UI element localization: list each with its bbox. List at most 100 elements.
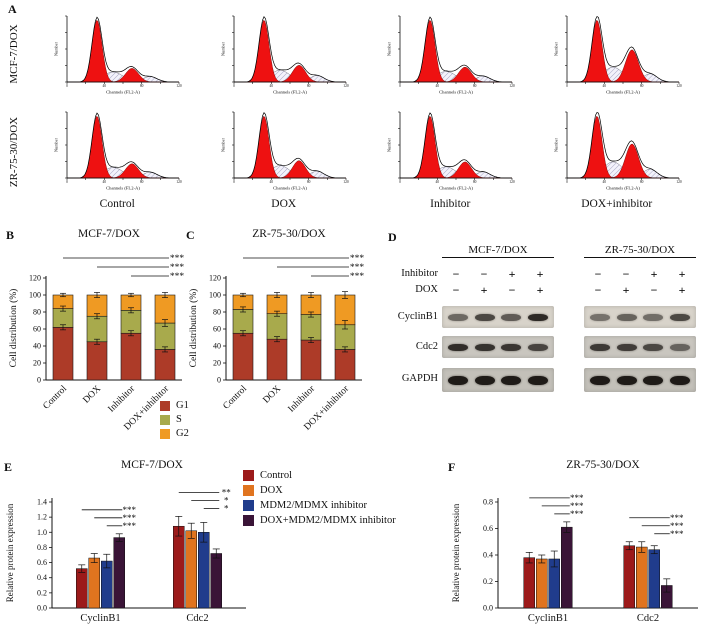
svg-text:Number: Number xyxy=(54,41,59,56)
svg-text:40: 40 xyxy=(269,84,273,88)
svg-text:0.0: 0.0 xyxy=(37,604,47,613)
blot-row-cdc2: Cdc2 xyxy=(388,336,706,358)
inhibitor-color-swatch xyxy=(243,500,254,511)
svg-text:80: 80 xyxy=(307,84,311,88)
protein-legend: Control DOX MDM2/MDMX inhibitor DOX+MDM2… xyxy=(243,470,396,530)
western-blot-cyclinb1-zr7530 xyxy=(584,306,696,328)
svg-text:0: 0 xyxy=(37,376,41,385)
svg-text:Control: Control xyxy=(42,384,70,412)
svg-text:120: 120 xyxy=(676,180,682,184)
western-blot-cdc2-zr7530 xyxy=(584,336,696,358)
protein-label-gapdh: GAPDH xyxy=(401,373,438,384)
protein-band xyxy=(527,375,548,385)
svg-text:80: 80 xyxy=(140,84,144,88)
panel-f-title: ZR-75-30/DOX xyxy=(566,459,640,471)
panel-b-label: B xyxy=(6,228,15,242)
western-blot-gapdh-mcf7 xyxy=(442,368,554,392)
flow-histogram: 0 40 80 120 Number Channels (FL2-A) xyxy=(209,104,359,196)
svg-text:80: 80 xyxy=(640,84,644,88)
svg-text:*: * xyxy=(224,503,229,513)
panel-e-chart: 0.0 0.2 0.4 0.6 0.8 1.0 1.2 1.4 Relative protein… xyxy=(5,487,246,624)
panel-a-column-labels: Control DOX Inhibitor DOX+inhibitor xyxy=(34,198,700,210)
svg-text:40: 40 xyxy=(436,180,440,184)
svg-text:***: *** xyxy=(570,501,584,511)
dox-signs-zr7530: − + − + xyxy=(584,284,696,297)
svg-text:120: 120 xyxy=(177,84,183,88)
svg-text:Channels (FL2-A): Channels (FL2-A) xyxy=(606,90,640,95)
svg-text:80: 80 xyxy=(640,180,644,184)
flow-histogram: 0 40 80 120 Number Channels (FL2-A) xyxy=(375,104,525,196)
svg-text:100: 100 xyxy=(209,291,221,300)
col-label-inhibitor: Inhibitor xyxy=(430,198,471,210)
svg-text:***: *** xyxy=(123,513,137,523)
svg-text:80: 80 xyxy=(307,180,311,184)
svg-text:0.2: 0.2 xyxy=(483,577,493,586)
svg-text:Channels (FL2-A): Channels (FL2-A) xyxy=(106,186,140,191)
protein-band xyxy=(616,375,637,385)
svg-text:Cell distribution (%): Cell distribution (%) xyxy=(188,289,199,368)
svg-text:Number: Number xyxy=(220,41,225,56)
svg-text:***: *** xyxy=(670,521,684,531)
svg-text:DOX: DOX xyxy=(261,384,283,406)
hist-row-mcf7: 0 40 80 120 Number Channels (FL2-A) 0 40 80 120 N… xyxy=(34,8,700,100)
cell-cycle-legend: G1 S G2 xyxy=(160,400,189,442)
svg-text:80: 80 xyxy=(140,180,144,184)
svg-text:40: 40 xyxy=(602,180,606,184)
treatment-sign: + xyxy=(508,267,516,281)
svg-text:0.0: 0.0 xyxy=(483,604,493,613)
protein-band xyxy=(616,343,637,351)
svg-text:0: 0 xyxy=(233,180,235,184)
svg-text:Channels (FL2-A): Channels (FL2-A) xyxy=(439,186,473,191)
treatment-sign: + xyxy=(678,283,686,297)
panel-d: D MCF-7/DOX ZR-75-30/DOX Inhibitor − − + + … xyxy=(388,230,706,440)
legend-label-s: S xyxy=(176,414,182,425)
row-label-mcf7dox: MCF-7/DOX xyxy=(8,24,20,84)
protein-band xyxy=(669,375,690,385)
svg-text:Relative protein expression: Relative protein expression xyxy=(5,503,15,602)
panel-e: E MCF-7/DOX 0.0 0.2 0.4 0.6 0.8 1.0 1.2 1.4 Rela… xyxy=(2,458,252,638)
protein-band xyxy=(474,313,495,321)
svg-text:Relative protein expression: Relative protein expression xyxy=(451,503,461,602)
blot-group-mcf7: MCF-7/DOX xyxy=(442,244,554,258)
flow-histogram: 0 40 80 120 Number Channels (FL2-A) xyxy=(542,8,692,100)
svg-text:80: 80 xyxy=(213,308,221,317)
panel-e-title: MCF-7/DOX xyxy=(121,459,183,471)
treatment-sign: − xyxy=(452,267,460,281)
g1-color-swatch xyxy=(160,400,170,411)
treatment-sign: + xyxy=(536,267,544,281)
protein-band xyxy=(501,343,522,351)
svg-text:**: ** xyxy=(222,487,232,497)
svg-text:20: 20 xyxy=(33,359,41,368)
svg-text:60: 60 xyxy=(213,325,221,334)
treatment-sign: − xyxy=(480,267,488,281)
legend-item-s: S xyxy=(160,414,189,425)
svg-text:Cdc2: Cdc2 xyxy=(186,613,208,624)
svg-text:0.6: 0.6 xyxy=(37,558,47,567)
protein-band xyxy=(474,375,495,385)
col-label-control: Control xyxy=(99,198,135,210)
svg-text:80: 80 xyxy=(473,180,477,184)
flow-histogram: 0 40 80 120 Number Channels (FL2-A) xyxy=(542,104,692,196)
legend-item-dox: DOX xyxy=(243,485,396,496)
svg-text:DOX: DOX xyxy=(81,384,103,406)
svg-text:0: 0 xyxy=(566,84,568,88)
col-label-dox-inhibitor: DOX+inhibitor xyxy=(581,198,653,210)
panel-d-label: D xyxy=(388,230,397,244)
svg-text:40: 40 xyxy=(602,84,606,88)
svg-text:Channels (FL2-A): Channels (FL2-A) xyxy=(273,90,307,95)
protein-band xyxy=(527,313,548,321)
svg-text:0.8: 0.8 xyxy=(483,498,493,507)
treatment-label-inhibitor: Inhibitor xyxy=(401,268,438,279)
dox-color-swatch xyxy=(243,485,254,496)
treatment-row-dox: DOX − + − + − + − + xyxy=(388,284,706,298)
protein-band xyxy=(669,343,690,351)
col-label-dox: DOX xyxy=(271,198,297,210)
svg-text:Channels (FL2-A): Channels (FL2-A) xyxy=(106,90,140,95)
svg-text:0.6: 0.6 xyxy=(483,524,493,533)
panel-f-label: F xyxy=(448,460,456,474)
panel-b-chart: 0 20 40 60 80 100 120 Cell distribution (%) Cont… xyxy=(8,254,184,433)
svg-text:***: *** xyxy=(570,493,584,503)
treatment-sign: + xyxy=(480,283,488,297)
svg-text:40: 40 xyxy=(269,180,273,184)
